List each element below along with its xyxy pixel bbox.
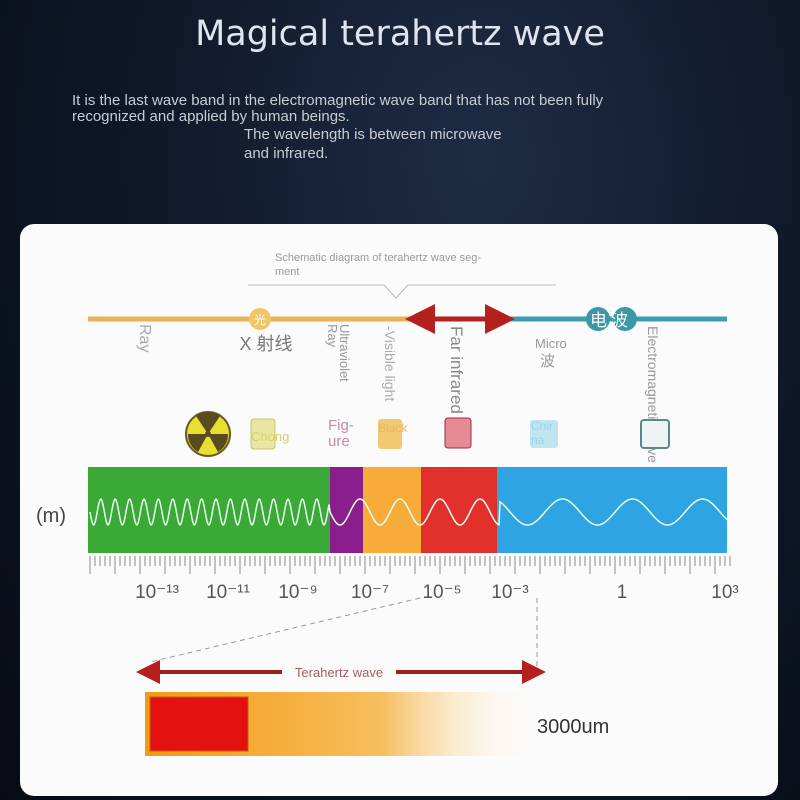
bracket-line	[248, 284, 556, 299]
zoom-guide-left	[149, 597, 421, 663]
infrared-icon	[444, 417, 472, 449]
terahertz-red-block	[149, 696, 249, 752]
tick-marks	[89, 556, 731, 574]
intro-line-3: The wavelength is between microwave	[244, 126, 502, 143]
band-radio	[497, 467, 727, 553]
intro-line-4: and infrared.	[244, 145, 329, 162]
axis-tick-label: 10⁻³	[491, 582, 529, 603]
unit-label: (m)	[36, 505, 66, 527]
axis-tick-label: 10³	[711, 582, 738, 603]
range-end-label: 3000um	[537, 716, 609, 738]
band-infrared	[421, 467, 497, 553]
intro-line-1: It is the last wave band in the electrom…	[72, 92, 604, 109]
figure-label-2: ure	[328, 433, 350, 450]
satellite-dish-icon	[640, 419, 670, 449]
label-uv-1: Ultraviolet	[337, 324, 352, 382]
label-far-infrared: Far infrared	[447, 326, 466, 414]
label-micro-2: 波	[540, 353, 555, 370]
radio-badge	[613, 307, 637, 331]
axis-tick-label: 10⁻¹³	[135, 582, 179, 603]
axis-tick-label: 10⁻¹¹	[206, 582, 250, 603]
label-uv-2: Ray	[325, 324, 340, 348]
label-visible: -Visible light	[382, 326, 398, 401]
label-micro-1: Micro	[535, 336, 567, 351]
radio-badge-text: 电波	[590, 311, 632, 330]
light-badge	[249, 308, 271, 330]
band-gamma	[88, 467, 330, 553]
figure-label-1: Fig-	[328, 417, 354, 434]
chip-label-1: Chir	[531, 419, 553, 433]
axis-tick-label: 10⁻⁹	[278, 582, 317, 603]
radiation-icon	[185, 411, 231, 457]
intro-line-2: recognized and applied by human beings.	[72, 108, 350, 125]
chong-label: Chong	[251, 429, 289, 444]
black-icon	[378, 419, 402, 449]
chong-icon	[250, 418, 276, 450]
label-ray: Ray	[136, 324, 153, 352]
axis-tick-label: 1	[617, 582, 628, 603]
label-xray: X 射线	[239, 334, 292, 354]
diagram-heading-1: Schematic diagram of terahertz wave seg-	[275, 252, 481, 264]
axis-tick-label: 10⁻⁵	[422, 582, 461, 603]
wave-line	[89, 497, 728, 527]
band-uv	[330, 467, 363, 553]
page-title: Magical terahertz wave	[195, 14, 605, 54]
microwave-icon	[530, 420, 558, 448]
terahertz-label: Terahertz wave	[295, 665, 383, 680]
band-visible	[363, 467, 421, 553]
black-label: Black	[378, 421, 408, 435]
axis-tick-label: 10⁻⁷	[351, 582, 389, 603]
diagram-heading-2: ment	[275, 266, 299, 278]
light-badge-text: 光	[254, 313, 266, 327]
chip-label-2: na	[531, 433, 545, 447]
